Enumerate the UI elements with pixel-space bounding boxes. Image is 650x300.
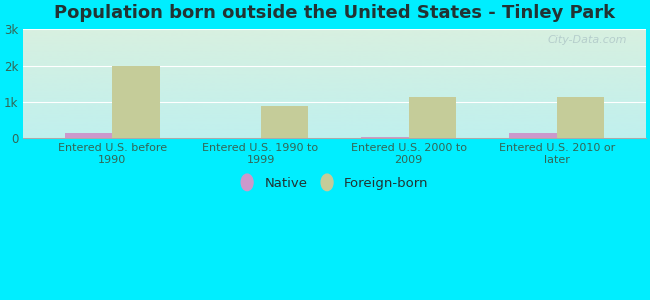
Bar: [261, 106, 308, 139]
Title: Population born outside the United States - Tinley Park: Population born outside the United State…: [54, 4, 615, 22]
Bar: [65, 133, 112, 139]
Bar: [409, 97, 456, 139]
Bar: [213, 138, 261, 139]
Bar: [510, 133, 557, 139]
Bar: [361, 136, 409, 139]
Bar: [557, 97, 604, 139]
Legend: Native, Foreign-born: Native, Foreign-born: [235, 171, 434, 195]
Text: City-Data.com: City-Data.com: [548, 35, 627, 45]
Bar: [112, 66, 160, 139]
